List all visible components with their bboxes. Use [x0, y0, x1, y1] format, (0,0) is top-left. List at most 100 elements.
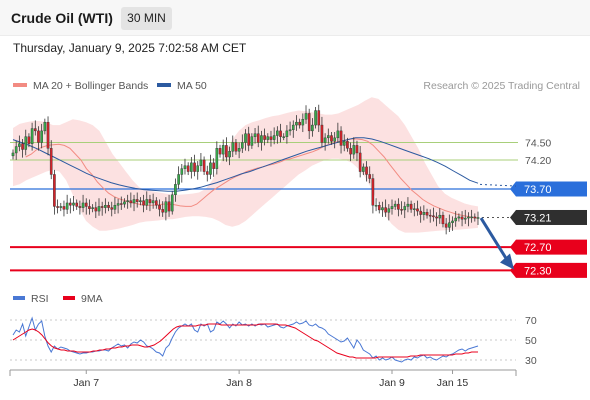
rsi-level-label-30: 30: [525, 355, 537, 367]
x-tick-label-jan-15: Jan 15: [437, 377, 469, 389]
candle-up: [209, 162, 212, 175]
candle-up: [215, 148, 219, 169]
candle-up: [231, 142, 235, 152]
level-tag-73.70: [516, 181, 587, 197]
candle-up: [333, 137, 336, 142]
candle-down: [225, 145, 228, 158]
candle-down: [425, 212, 429, 216]
level-label-73.70: 73.70: [524, 184, 552, 196]
candle-up: [323, 137, 327, 143]
candle-up: [327, 135, 330, 139]
candle-down: [129, 200, 133, 204]
candle-up: [451, 220, 454, 223]
x-tick-label-jan-8: Jan 8: [226, 377, 252, 389]
x-axis: Jan 7 Jan 8 Jan 9 Jan 15: [9, 369, 517, 389]
level-label-72.30: 72.30: [524, 265, 552, 277]
candle-up: [336, 130, 340, 139]
candle-up: [476, 217, 480, 219]
candle-down: [441, 214, 445, 225]
credit-text: Research © 2025 Trading Central: [423, 80, 580, 92]
candle-up: [381, 207, 384, 211]
candle-up: [11, 152, 15, 157]
candle-up: [470, 216, 473, 219]
candle-down: [409, 203, 413, 210]
legend-ma9: 9MA: [63, 293, 103, 305]
ma20-line: [25, 138, 479, 219]
candle-up: [116, 203, 120, 206]
candle-up: [266, 136, 270, 140]
candle-up: [43, 121, 47, 132]
candle-up: [390, 206, 394, 209]
candle-down: [186, 165, 190, 172]
ma20-swatch-icon: [13, 83, 27, 88]
ma50-swatch-icon: [157, 83, 171, 88]
candle-up: [253, 133, 257, 137]
candle-up: [403, 206, 407, 211]
candle-up: [288, 129, 292, 132]
candle-up: [387, 208, 391, 213]
candle-down: [279, 130, 282, 137]
candle-up: [196, 165, 200, 172]
candle-down: [75, 202, 79, 207]
candle-up: [151, 200, 155, 204]
candle-up: [467, 216, 470, 219]
candle-down: [419, 210, 422, 215]
candle-down: [49, 148, 53, 175]
legend-ma20-bb: MA 20 + Bollinger Bands: [13, 80, 148, 92]
legend-rsi-label: RSI: [31, 293, 49, 305]
candle-down: [330, 135, 333, 142]
candle-down: [110, 207, 114, 210]
candle-up: [126, 200, 129, 202]
candle-up: [228, 151, 231, 158]
candle-up: [362, 166, 365, 172]
candle-down: [346, 141, 349, 149]
candle-up: [104, 205, 107, 208]
timeframe-button[interactable]: 30 MIN: [121, 7, 172, 30]
legend-ma50-label: MA 50: [177, 80, 207, 92]
candle-down: [94, 207, 98, 212]
candle-down: [202, 159, 206, 172]
ma50-projection: [479, 183, 517, 187]
candle-up: [301, 119, 305, 126]
candle-up: [241, 142, 244, 149]
candle-down: [56, 206, 59, 208]
level-label-74.50: 74.50: [525, 138, 551, 150]
candle-down: [263, 135, 266, 140]
candle-down: [142, 200, 145, 206]
candle-up: [244, 133, 247, 143]
candle-down: [460, 216, 464, 220]
candle-up: [174, 184, 177, 196]
candle-up: [199, 159, 203, 166]
header-bar: Crude Oil (WTI) 30 MIN: [0, 0, 590, 36]
candle-up: [18, 143, 21, 147]
candle-down: [358, 152, 362, 172]
candle-up: [170, 194, 174, 212]
candle-down: [269, 136, 273, 140]
candle-down: [84, 202, 88, 207]
candle-up: [412, 208, 416, 210]
ma9-swatch-icon: [63, 296, 75, 301]
candle-down: [339, 130, 343, 146]
candle-down: [355, 145, 359, 154]
candle-up: [113, 205, 117, 210]
candle-up: [91, 207, 94, 209]
candle-up: [276, 130, 279, 136]
candle-down: [400, 209, 403, 211]
candle-up: [65, 202, 69, 210]
candle-up: [250, 136, 254, 146]
legend-ma9-label: 9MA: [81, 293, 103, 305]
candle-down: [307, 113, 311, 132]
candle-up: [311, 124, 314, 132]
candle-down: [205, 171, 209, 175]
candle-down: [193, 162, 196, 172]
forecast-arrow-shaft: [479, 217, 510, 263]
candle-up: [342, 141, 346, 146]
candle-down: [107, 205, 110, 208]
level-tag-72.30: [516, 262, 587, 278]
candle-up: [295, 121, 298, 126]
candle-up: [457, 216, 461, 219]
legend-rsi: RSI: [13, 293, 49, 305]
candle-up: [454, 217, 458, 222]
candle-down: [33, 128, 37, 132]
